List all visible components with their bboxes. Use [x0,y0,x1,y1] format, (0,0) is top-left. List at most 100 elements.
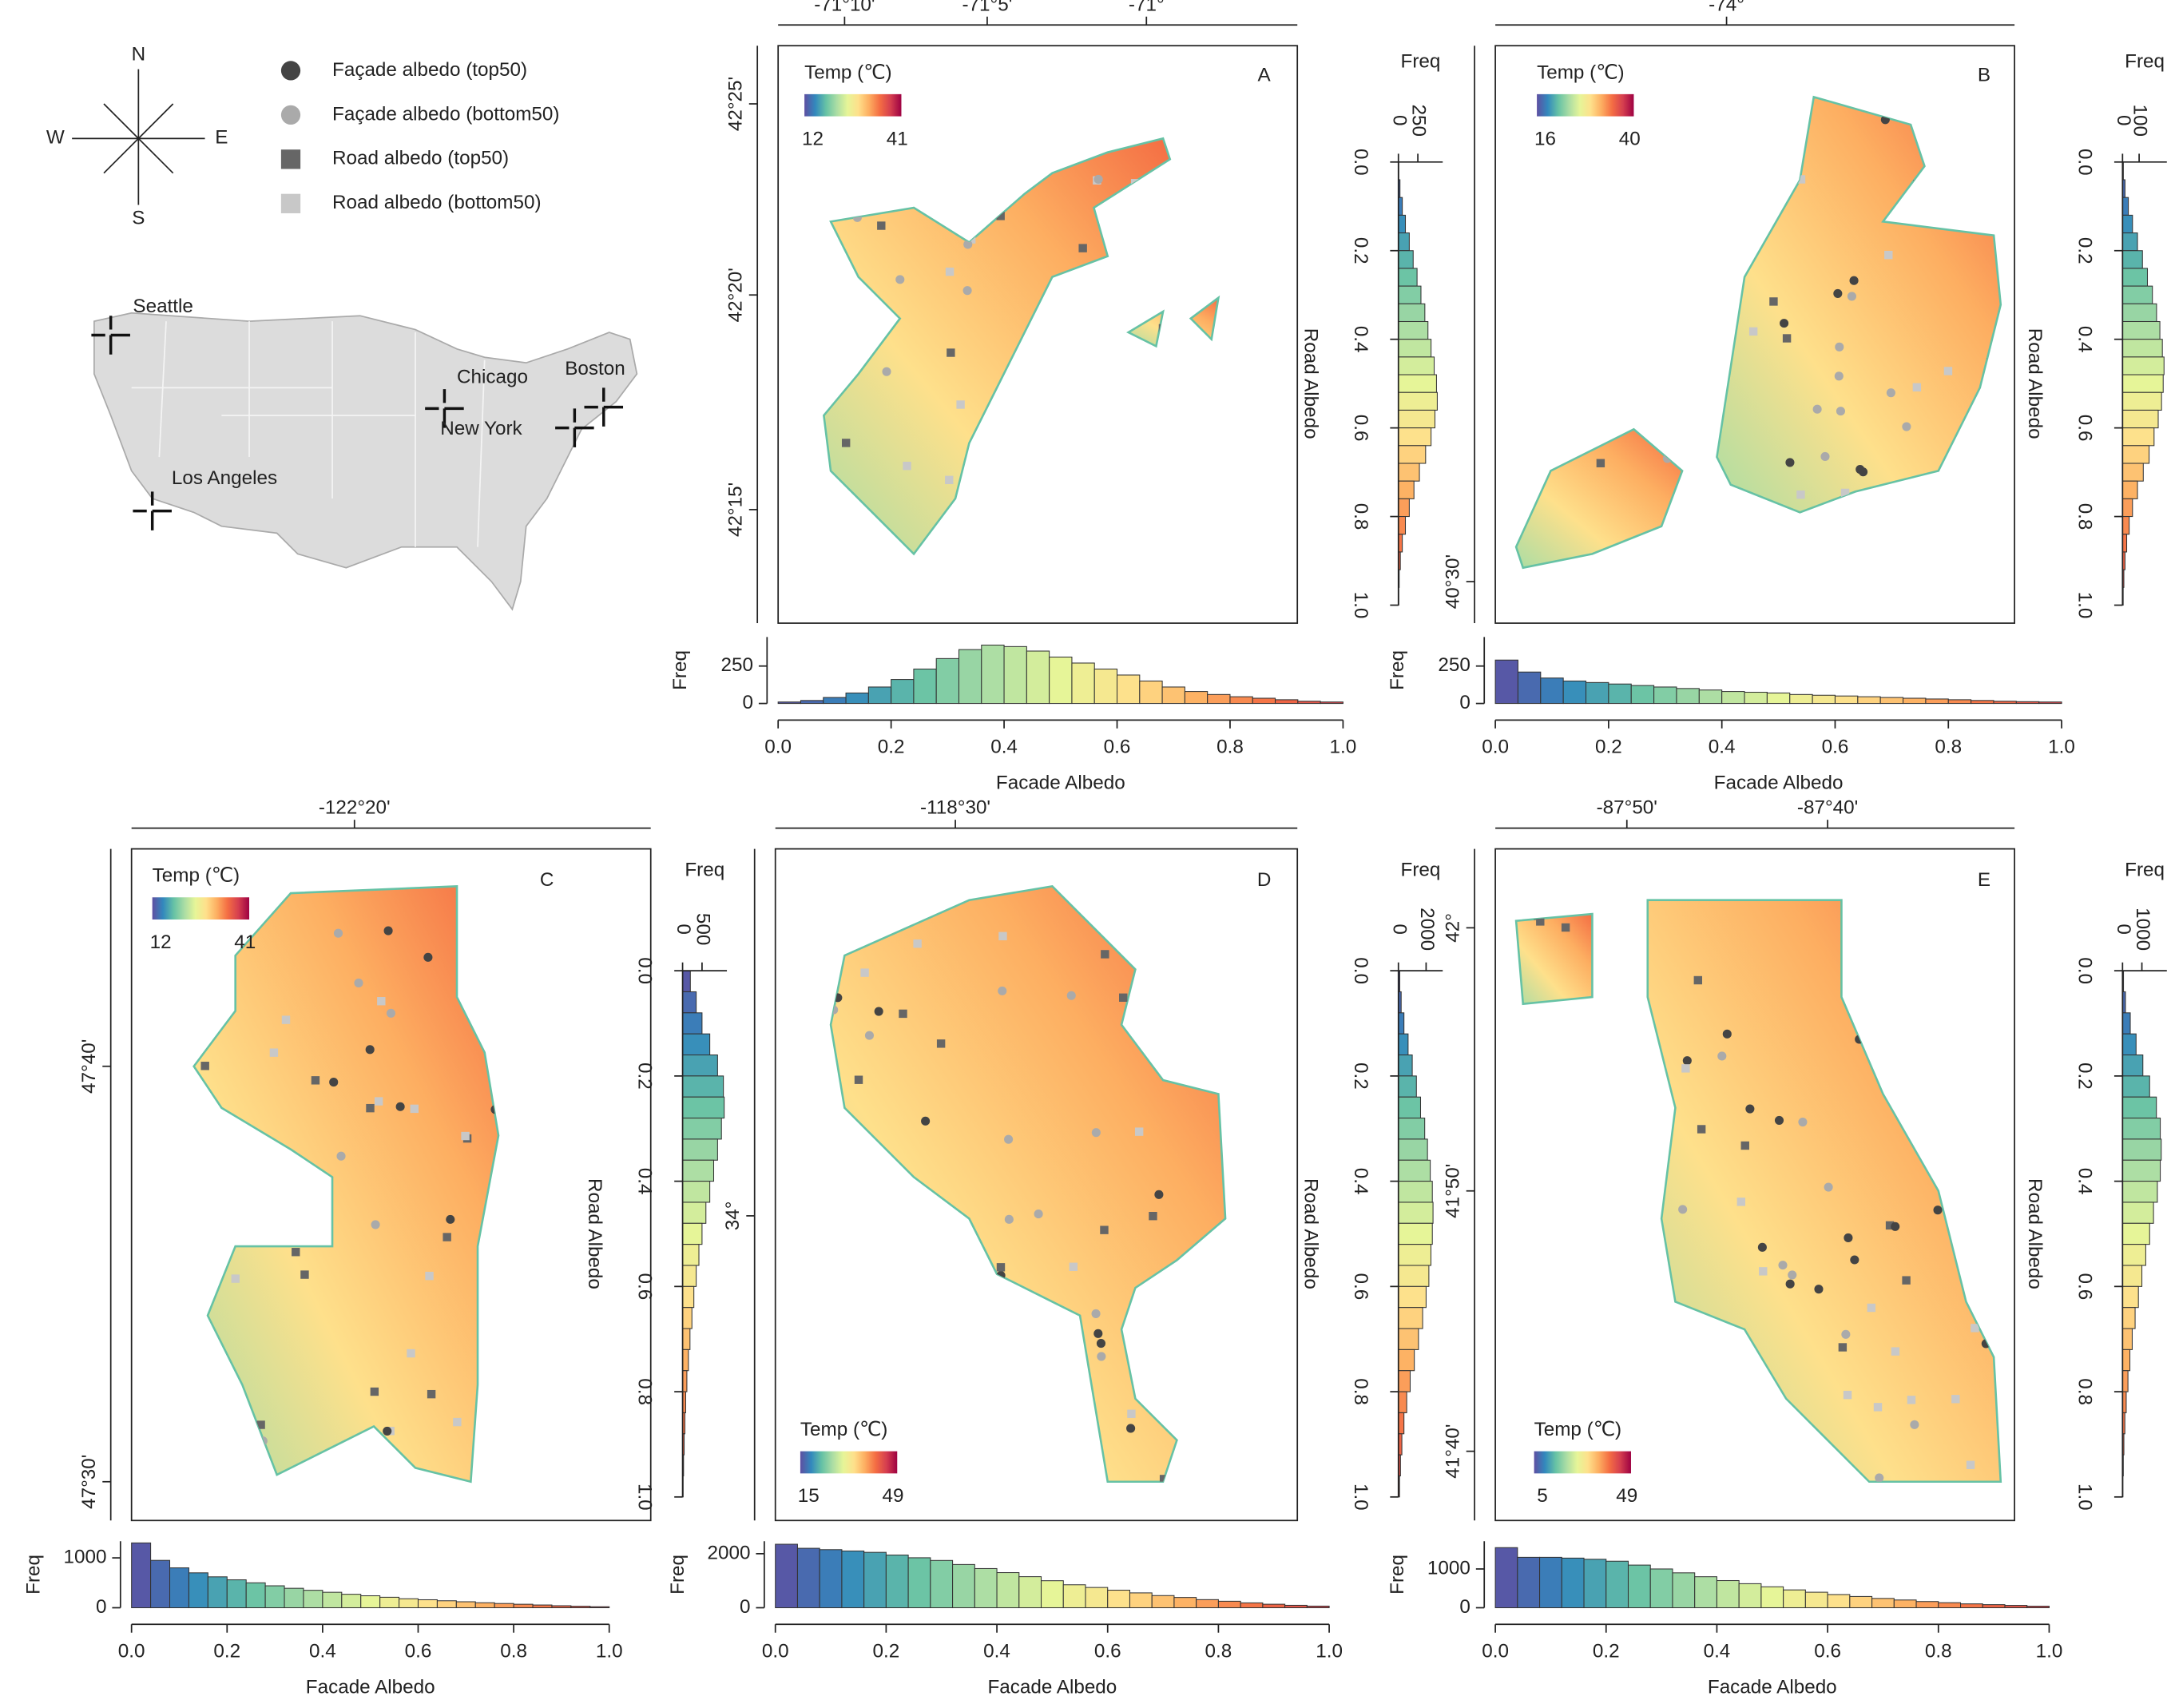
site-marker [269,1048,279,1057]
bar [996,1572,1020,1609]
bar [207,1576,228,1609]
site-marker [1943,367,1953,375]
panel-letter: C [540,869,554,891]
bar [1925,698,1949,705]
colorbar-max: 49 [883,1485,904,1507]
x-tick-label: 0.4 [990,736,1018,757]
histogram: 0.0 0.2 0.4 0.6 0.8 1.0 Road Albedo 0 2000 Freq [1300,860,1443,1511]
bar [1062,1584,1086,1609]
site-marker [443,1233,451,1241]
site-marker [1004,1214,1014,1224]
site-marker [945,475,954,485]
site-marker [386,1008,396,1018]
bar [682,1244,700,1266]
bar [1262,1603,1286,1609]
freq-tick-label: 0 [1388,924,1410,935]
bar [2121,1118,2161,1140]
bar [682,1181,711,1203]
site-marker [864,1031,875,1040]
site-marker [365,1045,375,1055]
bar [494,1603,514,1609]
site-marker [1091,1128,1101,1138]
site-marker [1127,1409,1136,1418]
bar [1398,1285,1427,1309]
y-axis-title: Freq [669,650,691,690]
albedo-tick-label: 0.6 [2074,1273,2095,1300]
bar [2121,374,2164,393]
y-axis-title: Freq [23,1555,45,1595]
bar [1540,677,1564,705]
bar [1562,680,1587,705]
bar [188,1572,208,1609]
colorbar-min: 12 [802,128,824,149]
site-marker [1774,1115,1784,1125]
albedo-tick-label: 0.2 [634,1063,656,1090]
map-area [823,137,1172,556]
bar [1398,268,1418,287]
bar [513,1603,534,1609]
freq-tick-label: 0 [2113,924,2134,935]
x-tick-label: 0.0 [762,1640,789,1662]
lat-label: 47°30' [78,1455,100,1509]
bar [2121,232,2138,252]
site-marker [1769,297,1778,306]
city-markers: Seattle Chicago Boston New York Los Angeles [91,296,625,530]
map-frame [777,45,1299,624]
site-marker [1778,1261,1788,1270]
x-tick-label: 1.0 [596,1640,623,1662]
site-marker [1149,1211,1157,1221]
site-marker [1867,1303,1876,1313]
bar [1284,1604,1308,1609]
bar [2121,1202,2154,1224]
site-marker [1078,244,1087,252]
bar [2121,214,2133,234]
site-marker [1093,174,1103,184]
bar [1653,686,1677,705]
bar [1494,1547,1518,1609]
bar [2121,445,2150,464]
site-marker [336,1151,346,1161]
lon-label: -122°20' [319,797,391,819]
colorbar [804,93,902,117]
x-tick-label: 1.0 [2036,1640,2063,1662]
lon-label: -87°40' [1797,797,1858,819]
legend-label: Façade albedo (bottom50) [332,103,559,125]
site-marker [446,1214,455,1224]
bar [885,1555,909,1609]
albedo-tick-label: 1.0 [1350,1484,1371,1511]
bar [1676,688,1700,705]
site-marker [1788,1270,1797,1280]
map-area [829,884,1227,1484]
bar [2038,701,2062,705]
bar [2121,197,2129,216]
bar [1398,1265,1430,1287]
bar [1398,1244,1432,1266]
site-marker [410,1104,419,1114]
albedo-tick-label: 0.8 [2074,503,2095,530]
bar [1107,1589,1130,1609]
site-marker [921,1116,931,1126]
bar [1694,1576,1717,1609]
bar [682,1285,695,1309]
maps: -71°10' -71°5' -71° 42°25' 42°20' 42°15' Temp … [78,0,2015,1522]
bar [2121,250,2143,269]
bar [1398,463,1420,482]
bar [2121,1012,2131,1035]
albedo-tick-label: 0.4 [1350,1168,1371,1195]
site-marker [383,926,393,935]
colorbar-max: 40 [1619,128,1641,149]
site-marker [841,439,851,447]
lon-label: -71°5' [962,0,1012,15]
x-tick-label: 0.2 [213,1640,240,1662]
bar [284,1587,304,1609]
site-marker [300,1270,309,1279]
bar [360,1595,381,1609]
y-tick-label: 250 [721,654,753,676]
bar [1744,692,1768,705]
bar [2121,463,2144,482]
colorbar-title: Temp (℃) [1534,1419,1621,1440]
site-marker [256,1420,265,1429]
lat-label: 42°25' [725,77,747,131]
